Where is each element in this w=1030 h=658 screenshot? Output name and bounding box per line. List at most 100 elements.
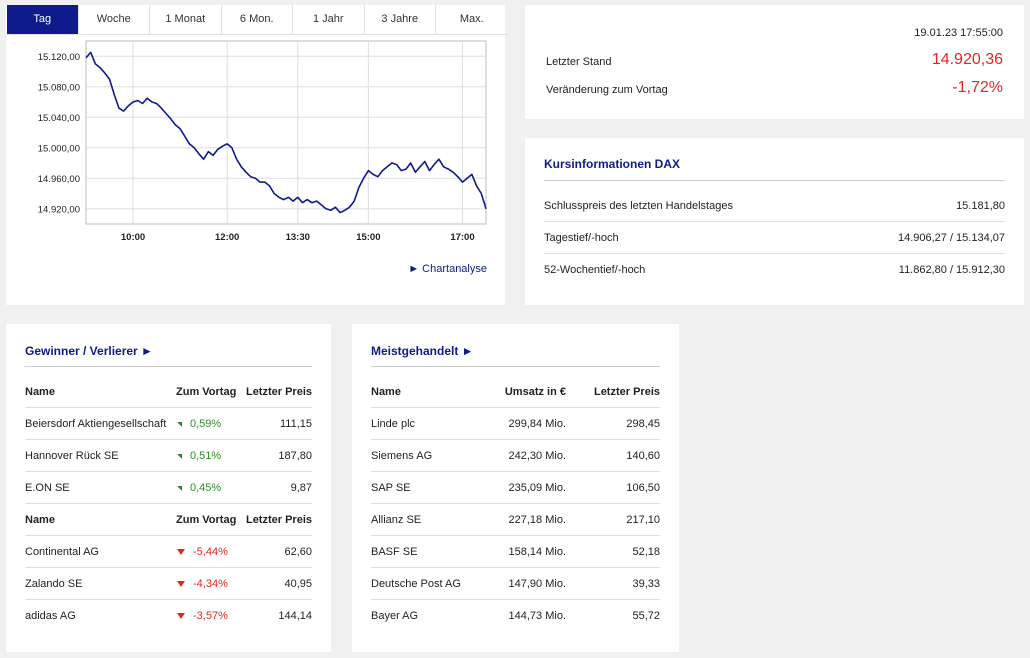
stock-price: 106,50 (626, 482, 660, 494)
stock-price: 217,10 (626, 514, 660, 526)
stock-name: SAP SE (371, 482, 411, 494)
col-change: Zum Vortag (176, 386, 237, 398)
stock-volume: 242,30 Mio. (508, 450, 566, 462)
down-arrow-icon (177, 581, 185, 588)
info-title: Kursinformationen DAX (544, 157, 681, 171)
up-arrow-icon (177, 421, 182, 427)
tab-3-jahre[interactable]: 3 Jahre (365, 5, 436, 34)
table-row[interactable]: Deutsche Post AG 147,90 Mio. 39,33 (371, 568, 660, 600)
table-row[interactable]: Zalando SE -4,34% 40,95 (25, 568, 312, 600)
stock-price: 140,60 (626, 450, 660, 462)
stock-change: 0,51% (190, 450, 222, 462)
winners-losers-panel: Gewinner / Verlierer ► Name Zum Vortag L… (6, 324, 331, 652)
stock-name: Siemens AG (371, 450, 433, 462)
stock-change: -5,44% (193, 546, 228, 558)
stock-price: 39,33 (632, 578, 660, 590)
info-value: 14.906,27 / 15.134,07 (897, 232, 1005, 244)
stock-name: Bayer AG (371, 610, 419, 622)
y-tick-label: 14.920,00 (38, 204, 80, 215)
stock-name: E.ON SE (25, 482, 70, 494)
stock-volume: 144,73 Mio. (508, 610, 566, 622)
stock-name: Beiersdorf Aktiengesellschaft (25, 418, 167, 430)
stock-change: 0,59% (190, 418, 222, 430)
table-row[interactable]: Linde plc 299,84 Mio. 298,45 (371, 408, 660, 440)
table-header: Name Umsatz in € Letzter Preis (371, 376, 660, 408)
tab-max[interactable]: Max. (459, 13, 484, 25)
last-price-value: 14.920,36 (931, 51, 1003, 68)
stock-price: 111,15 (279, 418, 312, 430)
x-tick-label: 17:00 (450, 232, 474, 243)
down-arrow-icon (177, 549, 185, 556)
tab-6-mon[interactable]: 6 Mon. (222, 5, 293, 34)
quote-timestamp: 19.01.23 17:55:00 (914, 27, 1003, 39)
info-value: 15.181,80 (956, 200, 1005, 212)
y-tick-label: 15.040,00 (38, 113, 80, 124)
table-row[interactable]: adidas AG -3,57% 144,14 (25, 600, 312, 632)
tab-woche[interactable]: Woche (79, 5, 150, 34)
stock-price: 55,72 (632, 610, 660, 622)
y-tick-label: 15.120,00 (38, 52, 80, 63)
winners-losers-title-link[interactable]: Gewinner / Verlierer ► (25, 344, 153, 358)
info-label: Tagestief/-hoch (544, 232, 619, 244)
most-traded-title-link[interactable]: Meistgehandelt ► (371, 344, 474, 358)
info-label: 52-Wochentief/-hoch (544, 264, 646, 276)
table-row[interactable]: E.ON SE 0,45% 9,87 (25, 472, 312, 504)
table-row[interactable]: Hannover Rück SE 0,51% 187,80 (25, 440, 312, 472)
plot-frame (85, 40, 487, 225)
stock-name: Linde plc (371, 418, 416, 430)
col-change: Zum Vortag (176, 514, 237, 526)
tab-1-jahr[interactable]: 1 Jahr (293, 5, 365, 34)
stock-name: BASF SE (371, 546, 418, 558)
tab-1-monat[interactable]: 1 Monat (150, 5, 222, 34)
stock-name: adidas AG (25, 610, 76, 622)
change-value: -1,72% (952, 79, 1003, 96)
stock-name: Deutsche Post AG (371, 578, 461, 590)
gv-divider (25, 366, 312, 367)
info-row: Schlusspreis des letzten Handelstages 15… (544, 190, 1005, 222)
stock-change: -3,57% (193, 610, 228, 622)
table-row[interactable]: SAP SE 235,09 Mio. 106,50 (371, 472, 660, 504)
chart-panel: Tag Woche 1 Monat 6 Mon. 1 Jahr 3 Jahre … (6, 5, 508, 305)
table-header: Name Zum Vortag Letzter Preis (25, 504, 312, 536)
table-row[interactable]: Allianz SE 227,18 Mio. 217,10 (371, 504, 660, 536)
most-traded-panel: Meistgehandelt ► Name Umsatz in € Letzte… (352, 324, 679, 652)
x-tick-label: 15:00 (356, 232, 380, 243)
stock-volume: 147,90 Mio. (508, 578, 566, 590)
winners-losers-table: Name Zum Vortag Letzter Preis Beiersdorf… (25, 376, 312, 632)
table-row[interactable]: Bayer AG 144,73 Mio. 55,72 (371, 600, 660, 632)
info-row: Tagestief/-hoch 14.906,27 / 15.134,07 (544, 222, 1005, 254)
table-row[interactable]: Continental AG -5,44% 62,60 (25, 536, 312, 568)
col-price: Letzter Preis (593, 386, 660, 398)
info-value: 11.862,80 / 15.912,30 (898, 264, 1005, 276)
info-divider (544, 180, 1005, 181)
stock-price: 62,60 (284, 546, 312, 558)
table-row[interactable]: Siemens AG 242,30 Mio. 140,60 (371, 440, 660, 472)
info-row: 52-Wochentief/-hoch 11.862,80 / 15.912,3… (544, 254, 1005, 286)
up-arrow-icon (177, 485, 182, 491)
stock-price: 9,87 (290, 482, 312, 494)
x-tick-label: 12:00 (215, 232, 239, 243)
stock-name: Allianz SE (371, 514, 422, 526)
stock-name: Continental AG (25, 546, 99, 558)
last-price-label: Letzter Stand (546, 56, 612, 68)
col-name: Name (25, 386, 55, 398)
up-arrow-icon (177, 453, 182, 459)
stock-change: -4,34% (193, 578, 228, 590)
tab-tag[interactable]: Tag (7, 5, 79, 34)
x-tick-label: 10:00 (121, 232, 145, 243)
table-row[interactable]: Beiersdorf Aktiengesellschaft 0,59% 111,… (25, 408, 312, 440)
stock-volume: 299,84 Mio. (508, 418, 566, 430)
quote-panel: 19.01.23 17:55:00 Letzter Stand 14.920,3… (525, 5, 1024, 119)
stock-price: 144,14 (278, 610, 312, 622)
y-tick-label: 15.080,00 (38, 82, 80, 93)
stock-price: 52,18 (632, 546, 660, 558)
col-price: Letzter Preis (245, 514, 312, 526)
col-name: Name (25, 514, 55, 526)
stock-name: Hannover Rück SE (25, 450, 119, 462)
price-chart: 15.120,00 15.080,00 15.040,00 15.000,00 14.9… (38, 40, 487, 243)
col-volume: Umsatz in € (504, 386, 566, 398)
y-tick-label: 14.960,00 (38, 174, 80, 185)
y-tick-label: 15.000,00 (38, 143, 80, 154)
chartanalyse-link[interactable]: ► Chartanalyse (408, 263, 487, 275)
table-row[interactable]: BASF SE 158,14 Mio. 52,18 (371, 536, 660, 568)
